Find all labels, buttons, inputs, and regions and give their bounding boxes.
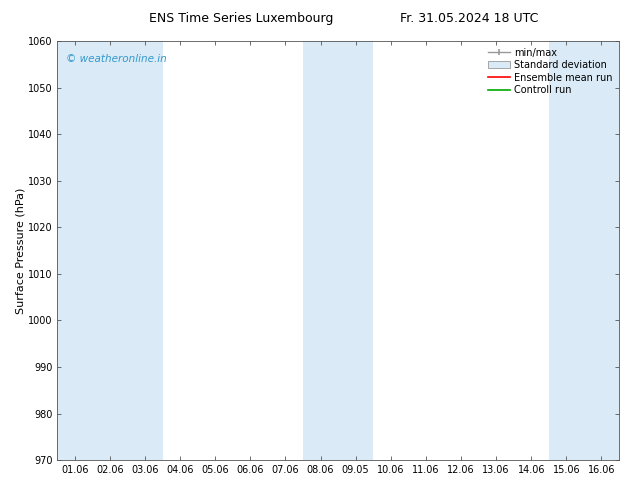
Bar — [57, 41, 93, 460]
Bar — [93, 41, 127, 460]
Text: © weatheronline.in: © weatheronline.in — [66, 53, 167, 64]
Y-axis label: Surface Pressure (hPa): Surface Pressure (hPa) — [15, 187, 25, 314]
Text: Fr. 31.05.2024 18 UTC: Fr. 31.05.2024 18 UTC — [400, 12, 538, 25]
Bar — [584, 41, 619, 460]
Bar — [303, 41, 338, 460]
Bar — [338, 41, 373, 460]
Text: ENS Time Series Luxembourg: ENS Time Series Luxembourg — [149, 12, 333, 25]
Bar — [127, 41, 162, 460]
Legend: min/max, Standard deviation, Ensemble mean run, Controll run: min/max, Standard deviation, Ensemble me… — [486, 46, 614, 97]
Bar — [549, 41, 584, 460]
